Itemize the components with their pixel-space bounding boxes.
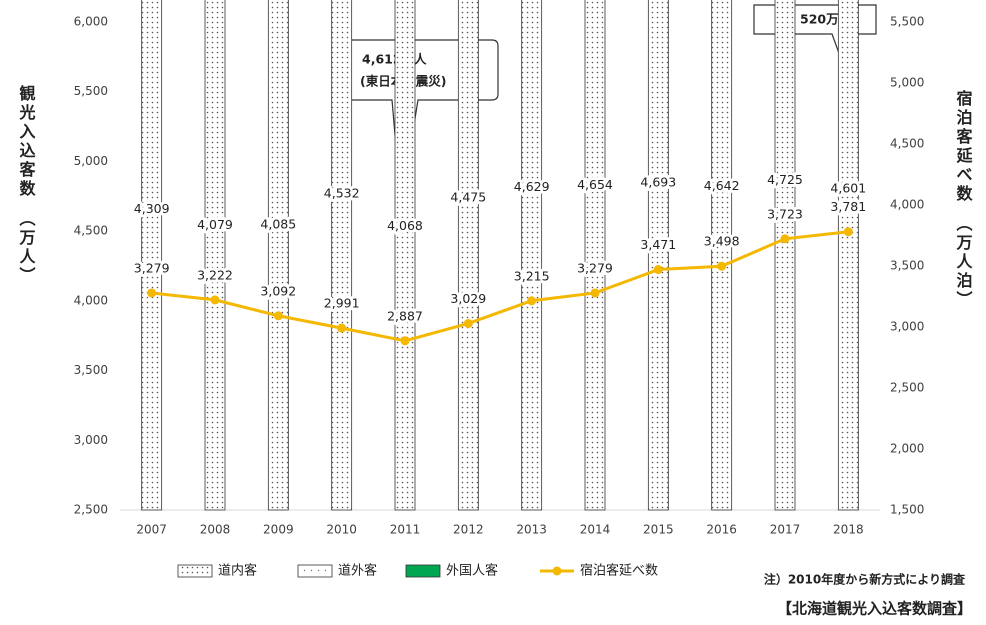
y2-tick-label: 1,500	[890, 503, 924, 517]
x-tick-label: 2011	[390, 523, 421, 537]
y-tick-label: 2,500	[74, 503, 108, 517]
bar-label: 4,475	[450, 190, 486, 205]
bar-label: 4,532	[324, 186, 360, 201]
callout-text: 5，520万人	[779, 12, 852, 27]
x-tick-label: 2017	[770, 523, 801, 537]
bar-segment	[204, 0, 226, 511]
line-label: 3,723	[767, 206, 803, 221]
y2-tick-label: 2,000	[890, 442, 924, 456]
line-point	[653, 265, 663, 275]
y-axis-label: 観光入込客数 （万人）	[17, 84, 37, 286]
bar-segment	[331, 0, 353, 511]
line-label: 3,471	[640, 237, 676, 252]
y-tick-label: 3,500	[74, 363, 108, 377]
line-point	[463, 318, 473, 328]
bar-label: 4,654	[577, 177, 613, 192]
bar-label: 4,725	[767, 172, 803, 187]
bar-segment	[837, 0, 859, 511]
bar-segment	[394, 0, 416, 511]
x-tick-label: 2016	[706, 523, 737, 537]
y-tick-label: 5,500	[74, 84, 108, 98]
line-label: 3,092	[260, 283, 296, 298]
source: 【北海道観光入込客数調査】	[777, 600, 972, 618]
y-tick-label: 6,000	[74, 15, 108, 29]
y-tick-label: 4,500	[74, 224, 108, 238]
y2-tick-label: 5,500	[890, 15, 924, 29]
legend-key	[552, 566, 562, 576]
callout-text: 4,612万人	[362, 52, 427, 67]
line-point	[273, 311, 283, 321]
y2-axis-label: 宿泊客延べ数 （万人泊）	[954, 89, 974, 310]
bar-label: 4,068	[387, 218, 423, 233]
bar-segment	[457, 0, 479, 511]
legend-label: 道外客	[338, 563, 377, 579]
x-tick-label: 2018	[833, 523, 864, 537]
legend-label: 宿泊客延べ数	[580, 563, 658, 579]
legend-label: 外国人客	[446, 563, 498, 579]
y-tick-label: 4,000	[74, 293, 108, 307]
line-point	[590, 288, 600, 298]
y2-tick-label: 2,500	[890, 381, 924, 395]
line	[151, 230, 849, 343]
line-label: 3,279	[577, 260, 613, 275]
bar-segment	[521, 0, 543, 511]
line-label: 3,279	[134, 260, 170, 275]
y2-tick-label: 4,500	[890, 137, 924, 151]
note: 注）2010年度から新方式により調査	[764, 572, 966, 587]
line-label: 3,215	[514, 268, 550, 283]
bar-segment	[711, 0, 733, 511]
x-tick-label: 2015	[643, 523, 674, 537]
line-point	[717, 261, 727, 271]
line-point	[400, 336, 410, 346]
y2-tick-label: 5,000	[890, 76, 924, 90]
line-point	[527, 296, 537, 306]
bar-segment	[141, 0, 163, 511]
y-tick-label: 5,000	[74, 154, 108, 168]
bar-label: 4,642	[704, 178, 740, 193]
x-tick-label: 2008	[200, 523, 231, 537]
bar-label: 4,085	[260, 217, 296, 232]
y2-tick-label: 3,500	[890, 259, 924, 273]
bar-label: 4,629	[514, 179, 550, 194]
line-label: 2,887	[387, 308, 423, 323]
legend-key	[177, 564, 213, 578]
bar-label: 4,601	[830, 181, 866, 196]
legend-label: 道内客	[218, 563, 257, 579]
legend-key	[405, 564, 441, 578]
line-point	[147, 288, 157, 298]
bar-segment	[267, 0, 289, 511]
legend-key	[297, 564, 333, 578]
line-label: 2,991	[324, 296, 360, 311]
x-tick-label: 2013	[516, 523, 547, 537]
x-tick-label: 2012	[453, 523, 484, 537]
line-label: 3,029	[450, 291, 486, 306]
x-tick-label: 2014	[580, 523, 611, 537]
x-tick-label: 2010	[326, 523, 357, 537]
bar-label: 4,079	[197, 217, 233, 232]
bar-label: 4,309	[134, 201, 170, 216]
line-label: 3,781	[830, 199, 866, 214]
bar-segment	[774, 0, 796, 511]
x-tick-label: 2007	[136, 523, 167, 537]
y2-tick-label: 4,000	[890, 198, 924, 212]
bar-segment	[647, 0, 669, 511]
line-point	[780, 234, 790, 244]
y-tick-label: 3,000	[74, 433, 108, 447]
x-tick-label: 2009	[263, 523, 294, 537]
line-point	[337, 323, 347, 333]
line-label: 3,498	[704, 234, 740, 249]
line-point	[843, 227, 853, 237]
line-label: 3,222	[197, 267, 233, 282]
y2-tick-label: 3,000	[890, 320, 924, 334]
bar-label: 4,693	[640, 174, 676, 189]
bar-segment	[584, 0, 606, 511]
line-point	[210, 295, 220, 305]
